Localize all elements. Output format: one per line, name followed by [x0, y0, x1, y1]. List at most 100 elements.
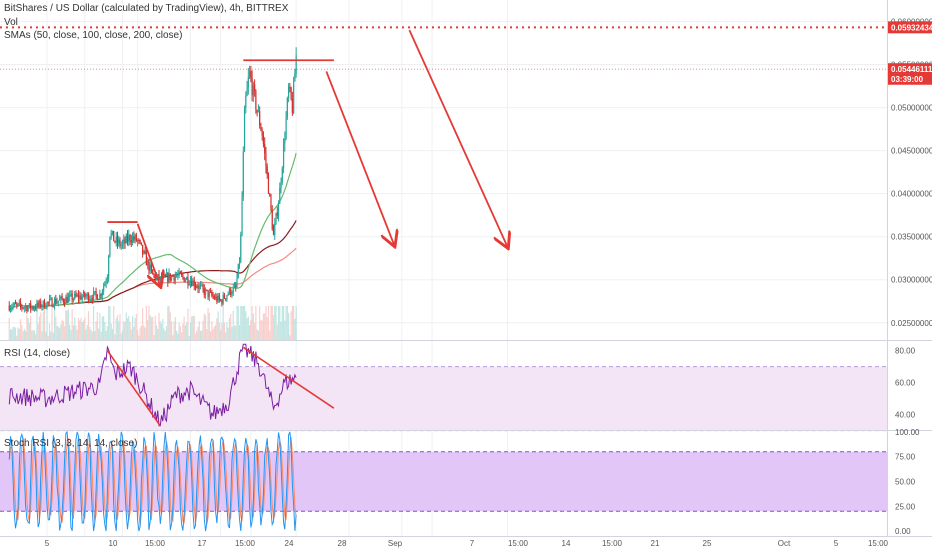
- volume-bar: [291, 306, 293, 340]
- candle-body: [254, 84, 256, 92]
- candle-body: [259, 111, 261, 126]
- volume-bar: [242, 306, 244, 340]
- candle-body: [270, 195, 272, 210]
- volume-bar: [181, 332, 183, 340]
- volume-bar: [101, 316, 103, 340]
- candle-body: [26, 306, 28, 311]
- candle-body: [21, 305, 23, 308]
- candle-body: [198, 285, 200, 289]
- candle-body: [9, 308, 12, 311]
- volume-bar: [89, 326, 91, 340]
- volume-bar: [149, 315, 151, 340]
- x-tick-label: 5: [834, 539, 839, 548]
- candle-body: [183, 277, 185, 282]
- volume-bar: [65, 310, 67, 340]
- candle-body: [27, 306, 29, 311]
- volume-bar: [48, 323, 51, 340]
- candle-body: [213, 296, 215, 299]
- volume-bar: [154, 315, 156, 340]
- volume-bar: [284, 320, 286, 340]
- candle-body: [279, 187, 281, 204]
- sma-50-line: [8, 153, 297, 311]
- candle-body: [67, 296, 69, 303]
- price-label-text: 0.05446111: [891, 65, 932, 74]
- volume-bar: [72, 325, 75, 340]
- candle-body: [191, 280, 193, 286]
- candle-body: [170, 275, 173, 281]
- volume-bar: [275, 306, 277, 340]
- candle-body: [261, 130, 263, 136]
- candle-body: [272, 228, 275, 236]
- volume-bar: [162, 319, 164, 340]
- volume-bar: [75, 325, 77, 340]
- candle-body: [32, 307, 34, 309]
- candle-body: [193, 280, 195, 287]
- candle-body: [123, 239, 125, 244]
- volume-bar: [147, 320, 149, 340]
- candle-body: [90, 298, 92, 300]
- volume-bar: [288, 312, 290, 340]
- volume-bar: [40, 312, 42, 340]
- volume-bar: [172, 335, 174, 340]
- candle-body: [106, 279, 108, 282]
- volume-bar: [265, 306, 267, 340]
- candle-body: [280, 182, 282, 188]
- candle-body: [97, 299, 100, 301]
- volume-bar: [58, 328, 61, 340]
- candle-body: [211, 291, 213, 296]
- volume-bar: [194, 333, 197, 340]
- candle-body: [290, 87, 292, 100]
- candle-body: [66, 297, 68, 303]
- volume-bar: [259, 306, 261, 340]
- volume-bar: [124, 321, 126, 340]
- candle-body: [53, 298, 56, 307]
- candle-body: [19, 302, 22, 306]
- volume-bar: [276, 324, 278, 340]
- candle-body: [295, 55, 297, 74]
- x-tick-label: 17: [198, 539, 207, 548]
- candle-body: [100, 294, 102, 296]
- candle-body: [103, 286, 105, 292]
- candle-body: [202, 284, 204, 289]
- volume-bar: [196, 330, 198, 340]
- volume-bar: [55, 316, 57, 340]
- volume-bar: [189, 322, 192, 340]
- candle-body: [172, 275, 174, 277]
- candle-body: [86, 293, 88, 297]
- volume-bar: [92, 306, 95, 340]
- volume-bar: [206, 329, 208, 340]
- volume-bar: [17, 327, 19, 340]
- volume-bar: [37, 323, 39, 340]
- candle-body: [152, 269, 154, 275]
- candle-body: [208, 291, 210, 298]
- volume-bar: [221, 323, 223, 340]
- volume-bar: [116, 315, 119, 340]
- candle-body: [246, 86, 248, 96]
- candle-body: [58, 299, 61, 301]
- candle-body: [281, 168, 283, 183]
- candle-body: [101, 291, 103, 296]
- volume-bar: [241, 306, 243, 340]
- volume-bar: [183, 316, 185, 340]
- volume-bar: [53, 306, 56, 340]
- x-tick-label: 15:00: [235, 539, 256, 548]
- candle-body: [99, 294, 101, 300]
- volume-bar: [115, 318, 117, 340]
- volume-bar: [215, 324, 217, 340]
- candle-body: [176, 275, 178, 277]
- volume-bar: [33, 330, 36, 340]
- volume-bar: [250, 319, 252, 340]
- annotation-arrow: [325, 71, 394, 245]
- candle-body: [40, 301, 42, 308]
- volume-bar: [133, 326, 135, 340]
- candle-body: [265, 153, 267, 167]
- candle-body: [116, 236, 119, 244]
- volume-bar: [67, 309, 69, 340]
- volume-bar: [130, 329, 132, 340]
- candle-body: [221, 300, 223, 304]
- candle-body: [94, 291, 96, 293]
- volume-bar: [8, 317, 10, 340]
- volume-bar: [69, 324, 71, 340]
- stoch-rsi-pane-title: Stoch RSI (3, 3, 14, 14, close): [4, 438, 138, 449]
